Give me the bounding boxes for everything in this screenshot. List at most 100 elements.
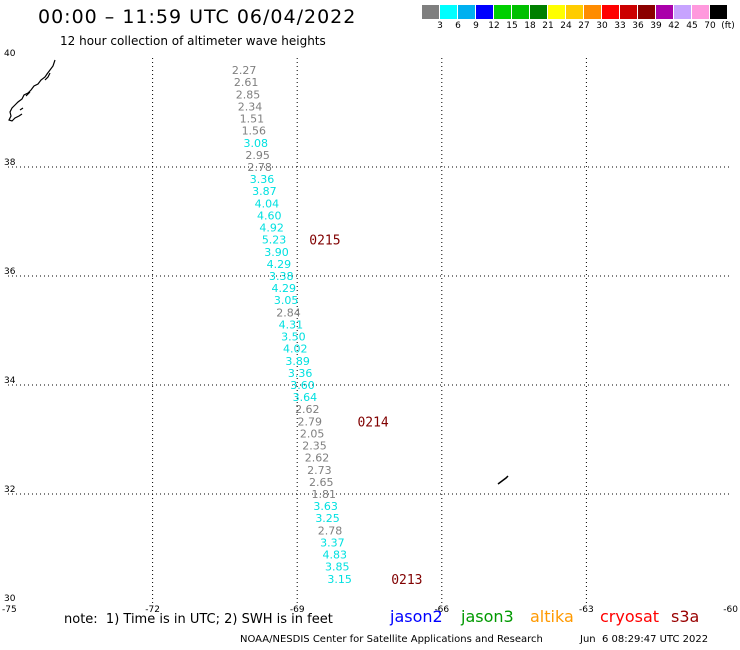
lat-tick-label: 38	[4, 158, 16, 168]
island-segment	[497, 475, 509, 485]
colorbar-swatch	[548, 5, 565, 19]
wave-height-value: 4.29	[271, 282, 296, 295]
lat-tick-label: 40	[4, 49, 16, 59]
wave-height-value: 3.90	[264, 246, 289, 259]
satellite-cryosat-label: cryosat	[600, 607, 660, 626]
colorbar-swatch	[584, 5, 601, 19]
wave-height-value: 4.04	[255, 198, 280, 211]
wave-height-value: 2.05	[300, 428, 325, 441]
colorbar-label: 15	[506, 21, 518, 31]
colorbar-label: 24	[560, 21, 572, 31]
colorbar-swatch	[458, 5, 475, 19]
credit-line: NOAA/NESDIS Center for Satellite Applica…	[240, 634, 543, 645]
lat-tick-label: 36	[4, 267, 16, 277]
colorbar-swatch	[656, 5, 673, 19]
wave-height-value: 3.89	[285, 355, 310, 368]
lat-tick-label: 32	[4, 485, 15, 495]
colorbar-label: 30	[596, 21, 608, 31]
wave-height-value: 4.29	[267, 258, 292, 271]
wave-height-value: 3.05	[274, 294, 299, 307]
wave-height-value: 4.83	[323, 548, 348, 561]
wave-height-value: 3.37	[320, 537, 345, 550]
colorbar-label: 70	[704, 21, 716, 31]
wave-height-value: 2.78	[318, 525, 343, 538]
wave-height-value: 3.60	[290, 379, 315, 392]
colorbar-label: 9	[473, 21, 479, 31]
wave-height-value: 2.95	[245, 149, 270, 162]
pass-time-label: 0213	[391, 573, 422, 588]
wave-height-value: 2.85	[236, 89, 261, 102]
page-title: 00:00 – 11:59 UTC 06/04/2022	[38, 6, 357, 28]
wave-height-value: 2.34	[238, 101, 263, 114]
wave-observations: 2.272.612.852.341.511.563.082.952.783.36…	[232, 64, 352, 586]
colorbar-swatch	[512, 5, 529, 19]
colorbar-swatch	[566, 5, 583, 19]
wave-height-value: 3.08	[243, 137, 268, 150]
wave-height-value: 5.23	[262, 233, 287, 246]
wave-height-value: 4.60	[257, 210, 282, 223]
map-axis-labels: -75 -72 -69 -66 -63 -60 40 38 36 34 32 30	[2, 49, 738, 615]
wave-height-value: 4.92	[259, 221, 284, 234]
wave-height-value: 3.50	[281, 330, 306, 343]
colorbar-label: (ft)	[721, 21, 735, 31]
colorbar-swatch	[710, 5, 727, 19]
wave-height-value: 3.36	[250, 173, 275, 186]
wave-height-value: 2.61	[234, 76, 259, 89]
colorbar-label: 18	[524, 21, 536, 31]
satellite-jason2-label: jason2	[390, 607, 443, 626]
page-subtitle: 12 hour collection of altimeter wave hei…	[60, 34, 326, 48]
time-labels: 0215 0214 0213	[309, 233, 422, 588]
pass-time-label: 0215	[309, 233, 340, 248]
lon-tick-label: -75	[2, 605, 17, 615]
colorbar-label: 33	[614, 21, 626, 31]
colorbar-label: 27	[578, 21, 590, 31]
lat-tick-label: 30	[4, 594, 16, 604]
wave-height-value: 2.35	[302, 439, 327, 452]
footnote: note: 1) Time is in UTC; 2) SWH is in fe…	[64, 612, 333, 627]
wave-height-value: 3.38	[269, 270, 294, 283]
colorbar-label: 21	[542, 21, 554, 31]
wave-height-value: 3.87	[252, 185, 277, 198]
wave-height-value: 3.63	[313, 500, 338, 513]
wave-height-value: 1.56	[242, 124, 267, 137]
wave-height-value: 3.15	[327, 573, 352, 586]
colorbar-swatch	[620, 5, 637, 19]
pass-time-label: 0214	[357, 416, 388, 431]
satellite-s3a-label: s3a	[671, 607, 700, 626]
colorbar-label: 42	[668, 21, 680, 31]
colorbar-label: 12	[488, 21, 500, 31]
colorbar-swatch	[530, 5, 547, 19]
colorbar-swatch	[638, 5, 655, 19]
map-grid	[8, 58, 731, 603]
wave-height-value: 3.36	[288, 367, 313, 380]
wave-height-value: 4.02	[283, 342, 308, 355]
wave-height-value: 3.64	[293, 391, 318, 404]
colorbar-swatch	[476, 5, 493, 19]
wave-height-value: 2.62	[305, 451, 330, 464]
lon-tick-label: -72	[145, 605, 160, 615]
wave-height-value: 3.85	[325, 560, 350, 573]
wave-height-value: 2.78	[247, 161, 272, 174]
wave-height-value: 2.65	[309, 476, 334, 489]
wave-height-value: 2.27	[232, 64, 257, 77]
wave-height-value: 4.31	[279, 319, 304, 332]
wave-height-value: 3.25	[315, 512, 340, 525]
lon-tick-label: -63	[579, 605, 594, 615]
lat-tick-label: 34	[4, 376, 16, 386]
coastline-segment	[8, 59, 56, 122]
lon-tick-label: -60	[723, 605, 738, 615]
wave-height-value: 2.73	[307, 464, 332, 477]
satellite-altika-label: altika	[530, 607, 574, 626]
coastline	[8, 59, 509, 485]
colorbar-label: 3	[437, 21, 443, 31]
wave-height-value: 2.62	[295, 403, 320, 416]
wave-height-value: 1.81	[311, 488, 336, 501]
colorbar-label: 45	[686, 21, 698, 31]
wave-height-value: 2.79	[297, 416, 322, 429]
satellite-jason3-label: jason3	[461, 607, 514, 626]
generated-timestamp: Jun 6 08:29:47 UTC 2022	[580, 634, 709, 645]
colorbar-swatch	[422, 5, 439, 19]
wave-height-value: 1.51	[240, 112, 265, 125]
wave-height-value: 2.84	[276, 307, 301, 320]
